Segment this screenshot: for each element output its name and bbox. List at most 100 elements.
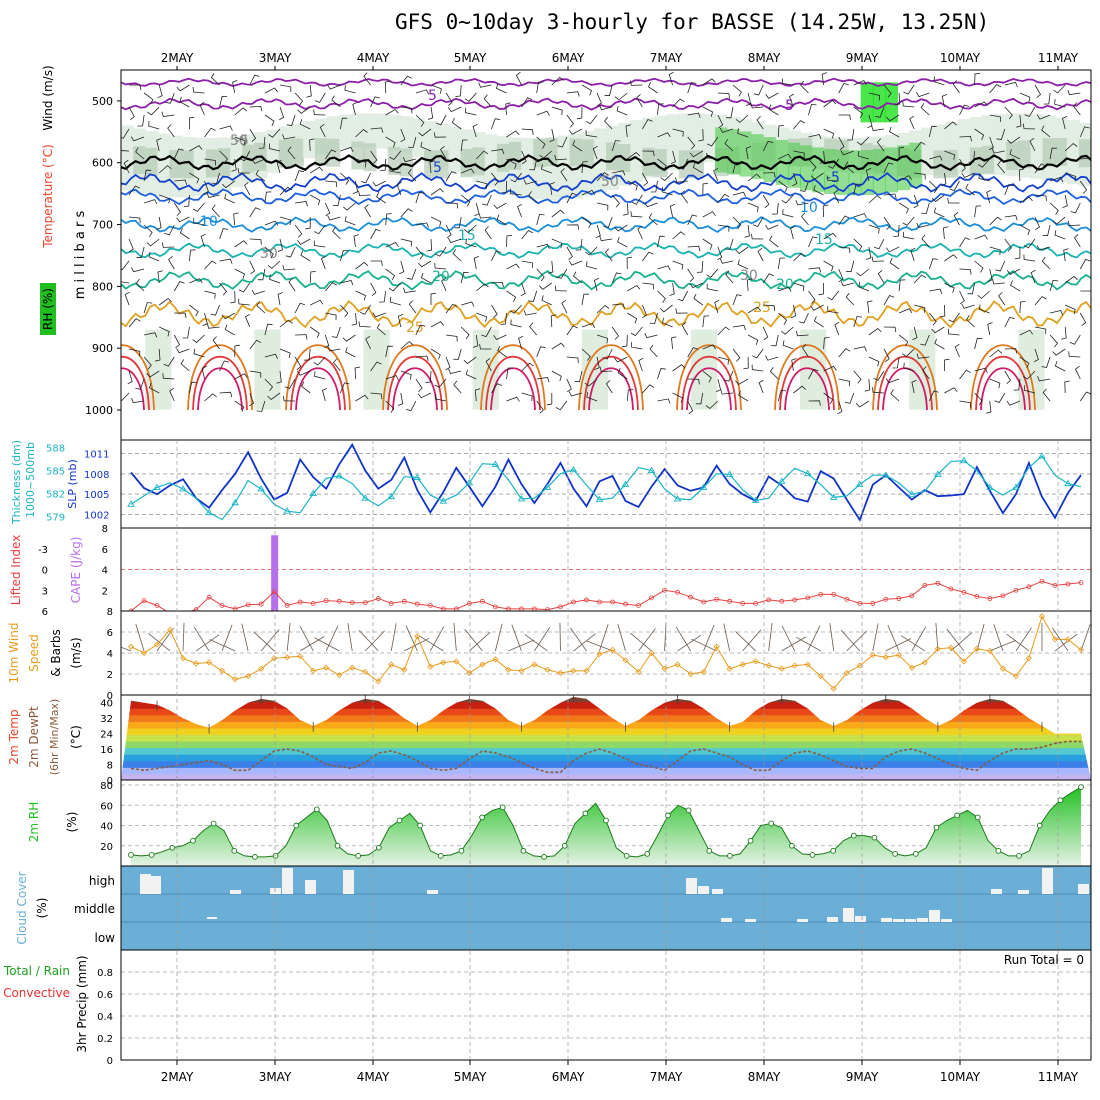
wind-barb [219, 228, 229, 240]
wind-barb [838, 348, 851, 358]
wind-barb [840, 281, 854, 287]
wind-speed-point [336, 671, 343, 679]
wind-barb [573, 633, 596, 652]
wind-barb [204, 158, 216, 166]
wind-barb [889, 126, 900, 138]
wind-speed-point [323, 664, 330, 671]
wind-barb [642, 251, 654, 262]
wind-barb [631, 342, 643, 350]
wind-barb [310, 194, 321, 206]
wind-barb [883, 216, 891, 230]
wind-barb [1054, 633, 1078, 652]
rh-point [789, 842, 795, 849]
wind-speed-point [1051, 636, 1059, 643]
wind-barb [1067, 89, 1081, 96]
wind-barb [192, 334, 205, 344]
lifted-index-point [922, 583, 928, 588]
lifted-index-point [245, 602, 251, 608]
wind-barb [638, 628, 656, 652]
thickness-point [205, 508, 213, 516]
wind-barb [264, 191, 272, 204]
wind-barb [823, 232, 837, 240]
wind-barb [1022, 123, 1036, 130]
wind-barb [649, 344, 658, 358]
wind-barb [623, 202, 629, 216]
wind-barb [853, 316, 863, 328]
wind-barb [518, 335, 524, 350]
wind-barb [314, 224, 326, 235]
wind-barb [219, 125, 233, 131]
wind-barb [702, 211, 716, 218]
wind-barb [436, 114, 447, 126]
rh-shading [157, 133, 171, 197]
wind-barb [989, 83, 1002, 94]
thickness-point [465, 478, 474, 486]
wind-barb [483, 94, 492, 108]
thickness-point [621, 480, 630, 487]
wind-barb [506, 130, 520, 138]
wind-barb [719, 127, 734, 133]
wind-barb [169, 387, 175, 402]
wind-barb [921, 202, 930, 215]
wind-barb [159, 194, 171, 204]
wind-speed-point [258, 665, 265, 672]
thickness-point [491, 460, 500, 467]
wind-barb [1052, 216, 1066, 225]
wind-barb [277, 292, 283, 306]
cloud-bar-middle [721, 918, 732, 922]
rh-point [706, 847, 713, 854]
lifted-index-point [401, 598, 407, 604]
wind-barb [821, 72, 828, 86]
wind-barb [941, 94, 948, 108]
temperature-contour [485, 355, 541, 411]
wind-barb [838, 114, 851, 120]
wind-barb [1004, 238, 1012, 252]
wind-barb [649, 312, 658, 325]
wind-barb [182, 326, 190, 339]
lifted-index-point [258, 601, 264, 607]
wind-barb [314, 637, 340, 652]
wind-barb [692, 162, 704, 174]
wind-barb [949, 180, 960, 192]
wind-barb [445, 171, 457, 182]
wind-speed-point [609, 646, 616, 653]
wind-barb [286, 114, 296, 126]
lifted-index-point [818, 592, 824, 597]
wind-barb [670, 150, 676, 165]
wind-barb [327, 346, 341, 352]
wind-barb [934, 338, 945, 350]
wind-barb [491, 148, 505, 155]
contour-label: 50 [230, 133, 248, 149]
wind-barb [581, 161, 588, 174]
wind-barb [342, 334, 356, 342]
wind-barb [672, 98, 685, 108]
wind-barb [846, 630, 867, 652]
rh-point [1016, 853, 1022, 859]
wind-barb [192, 86, 205, 94]
pressure-axis-title: m i l l i b a r s [73, 211, 88, 300]
wind-barb [506, 396, 520, 402]
wind-barb [838, 268, 844, 283]
wind-barb [402, 156, 416, 163]
wind-speed-point [310, 667, 317, 674]
thickness-point [777, 477, 786, 484]
wind-barb [400, 106, 413, 114]
wind-barb [221, 624, 233, 652]
wind-barb [415, 355, 429, 361]
wind-barb [630, 80, 643, 86]
wind-barb [249, 128, 257, 142]
wind-speed-point [726, 665, 733, 672]
wind-barb [447, 106, 462, 113]
wind-barb [801, 344, 809, 358]
wind-barb [706, 268, 719, 278]
wind-barb [1069, 334, 1081, 345]
wind-barb [400, 238, 412, 247]
wind-barb [630, 326, 643, 337]
lifted-index-point [584, 597, 589, 603]
lifted-index-point [181, 610, 185, 611]
wind-barb [778, 153, 792, 160]
wind-barb [894, 92, 901, 106]
wind-barb [385, 400, 395, 413]
wind-barb [370, 361, 382, 372]
wind-barb [324, 282, 337, 292]
